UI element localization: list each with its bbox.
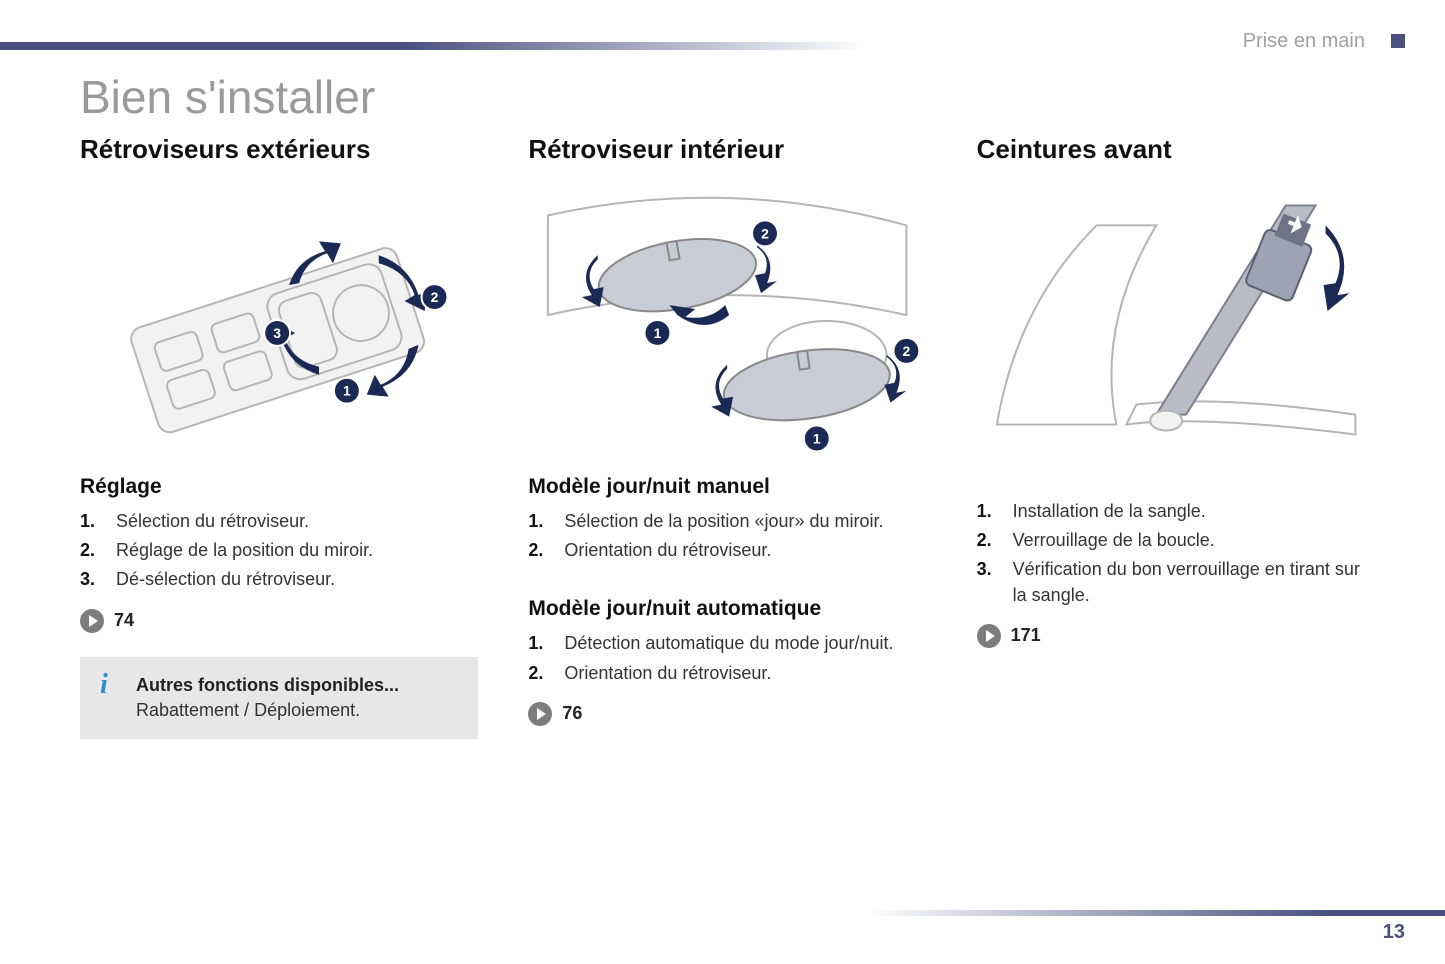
step-item: Orientation du rétroviseur.: [528, 538, 926, 563]
svg-text:1: 1: [813, 431, 821, 447]
step-item: Vérification du bon verrouillage en tira…: [977, 557, 1375, 607]
column-front-seatbelts: Ceintures avant: [977, 134, 1375, 750]
svg-text:1: 1: [343, 383, 351, 399]
step-list: Sélection du rétroviseur. Réglage de la …: [80, 509, 478, 593]
content-columns: Rétroviseurs extérieurs: [80, 134, 1375, 750]
page-ref-icon: [977, 624, 1001, 648]
step-item: Sélection de la position «jour» du miroi…: [528, 509, 926, 534]
svg-text:1: 1: [654, 325, 662, 341]
page-ref-number: 76: [562, 703, 582, 724]
column-title: Rétroviseur intérieur: [528, 134, 926, 165]
subsection-title: Modèle jour/nuit automatique: [528, 597, 926, 621]
page-reference: 74: [80, 609, 478, 633]
step-item: Orientation du rétroviseur.: [528, 661, 926, 686]
step-list: Sélection de la position «jour» du miroi…: [528, 509, 926, 563]
page-reference: 76: [528, 702, 926, 726]
page-ref-number: 74: [114, 610, 134, 631]
subsection-title: Réglage: [80, 475, 478, 499]
svg-text:3: 3: [273, 325, 281, 341]
illustration-interior-mirror: 1 2 1 2: [528, 185, 926, 455]
column-title: Rétroviseurs extérieurs: [80, 134, 478, 165]
svg-text:2: 2: [431, 289, 439, 305]
svg-text:2: 2: [761, 225, 769, 241]
step-item: Installation de la sangle.: [977, 499, 1375, 524]
step-item: Dé-sélection du rétroviseur.: [80, 567, 478, 592]
page: Prise en main Bien s'installer Rétrovise…: [0, 0, 1445, 964]
page-number: 13: [1383, 921, 1405, 944]
subsection-title: Modèle jour/nuit manuel: [528, 475, 926, 499]
footer-bar: [867, 910, 1445, 916]
step-list: Installation de la sangle. Verrouillage …: [977, 499, 1375, 608]
column-interior-mirror: Rétroviseur intérieur: [528, 134, 926, 750]
illustration-exterior-mirrors: 1 2 3: [80, 185, 478, 455]
page-ref-icon: [528, 702, 552, 726]
page-title: Bien s'installer: [80, 70, 1375, 124]
illustration-seatbelt: [977, 185, 1375, 455]
header-bar: [0, 42, 1445, 50]
step-item: Sélection du rétroviseur.: [80, 509, 478, 534]
step-item: Verrouillage de la boucle.: [977, 528, 1375, 553]
step-item: Réglage de la position du miroir.: [80, 538, 478, 563]
page-ref-number: 171: [1011, 625, 1041, 646]
info-box-title: Autres fonctions disponibles...: [136, 675, 458, 696]
step-item: Détection automatique du mode jour/nuit.: [528, 631, 926, 656]
step-list: Détection automatique du mode jour/nuit.…: [528, 631, 926, 685]
info-box-text: Rabattement / Déploiement.: [136, 700, 458, 721]
column-exterior-mirrors: Rétroviseurs extérieurs: [80, 134, 478, 750]
svg-text:2: 2: [903, 343, 911, 359]
corner-marker: [1391, 34, 1405, 48]
page-ref-icon: [80, 609, 104, 633]
page-reference: 171: [977, 624, 1375, 648]
section-label: Prise en main: [1243, 30, 1365, 53]
info-box: Autres fonctions disponibles... Rabattem…: [80, 657, 478, 739]
column-title: Ceintures avant: [977, 134, 1375, 165]
